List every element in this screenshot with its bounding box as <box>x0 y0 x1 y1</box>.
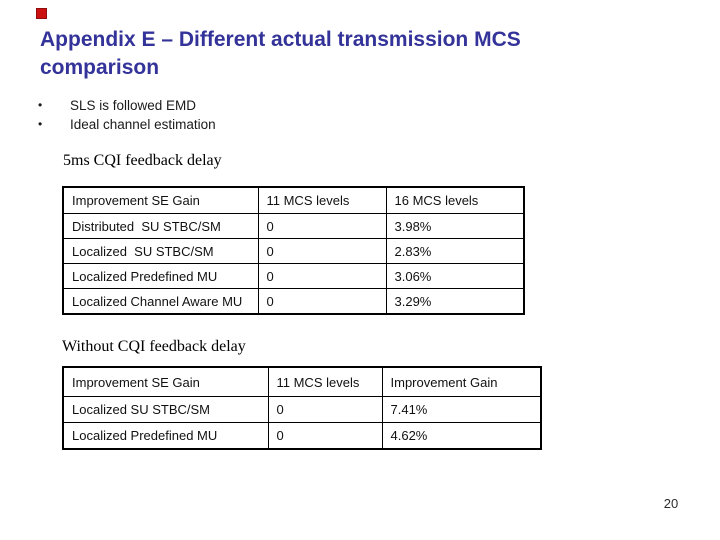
column-header: 11 MCS levels <box>257 186 387 214</box>
red-square-marker <box>36 8 47 19</box>
list-item: • Ideal channel estimation <box>38 115 538 134</box>
table-cell: 3.06% <box>385 263 525 289</box>
section-label-5ms-cqi: 5ms CQI feedback delay <box>63 152 222 169</box>
table-row: Distributed SU STBC/SM 0 3.98% <box>62 213 525 239</box>
table-cell: 0 <box>257 238 387 264</box>
table-row: Localized Predefined MU 0 4.62% <box>62 422 542 450</box>
section-label-without-cqi: Without CQI feedback delay <box>62 338 246 355</box>
table-cell: Localized SU STBC/SM <box>62 238 259 264</box>
table-cell: 0 <box>267 422 383 450</box>
table-cell: 0 <box>267 396 383 423</box>
table-cell: 3.29% <box>385 288 525 315</box>
table-row: Localized SU STBC/SM 0 7.41% <box>62 396 542 423</box>
column-header: 16 MCS levels <box>385 186 525 214</box>
column-header: 11 MCS levels <box>267 366 383 397</box>
bullet-icon: • <box>38 117 43 131</box>
table-header-row: Improvement SE Gain 11 MCS levels 16 MCS… <box>62 186 525 214</box>
page-title-line1: Appendix E – Different actual transmissi… <box>40 28 521 51</box>
table-cell: 0 <box>257 263 387 289</box>
table-header-row: Improvement SE Gain 11 MCS levels Improv… <box>62 366 542 397</box>
page-number: 20 <box>663 496 679 511</box>
table-row: Localized Predefined MU 0 3.06% <box>62 263 525 289</box>
page-title: Appendix E – Different actual transmissi… <box>40 26 690 82</box>
table-cell: 0 <box>257 288 387 315</box>
table-row: Localized Channel Aware MU 0 3.29% <box>62 288 525 315</box>
bullet-list: • SLS is followed EMD • Ideal channel es… <box>38 96 538 134</box>
column-header: Improvement Gain <box>381 366 542 397</box>
table-row: Localized SU STBC/SM 0 2.83% <box>62 238 525 264</box>
table-cell: Distributed SU STBC/SM <box>62 213 259 239</box>
table-cell: Localized Channel Aware MU <box>62 288 259 315</box>
bullet-icon: • <box>38 98 43 112</box>
column-header: Improvement SE Gain <box>62 366 269 397</box>
table-without-cqi-delay: Improvement SE Gain 11 MCS levels Improv… <box>62 366 542 450</box>
table-cell: 4.62% <box>381 422 542 450</box>
bullet-text: Ideal channel estimation <box>70 117 216 132</box>
table-cell: 2.83% <box>385 238 525 264</box>
page-title-line2: comparison <box>40 56 160 79</box>
table-cell: 3.98% <box>385 213 525 239</box>
table-cell: Localized SU STBC/SM <box>62 396 269 423</box>
table-5ms-cqi-delay: Improvement SE Gain 11 MCS levels 16 MCS… <box>62 186 525 315</box>
list-item: • SLS is followed EMD <box>38 96 538 115</box>
table-cell: Localized Predefined MU <box>62 422 269 450</box>
bullet-text: SLS is followed EMD <box>70 98 197 113</box>
table-cell: 0 <box>257 213 387 239</box>
column-header: Improvement SE Gain <box>62 186 259 214</box>
table-cell: Localized Predefined MU <box>62 263 259 289</box>
table-cell: 7.41% <box>381 396 542 423</box>
